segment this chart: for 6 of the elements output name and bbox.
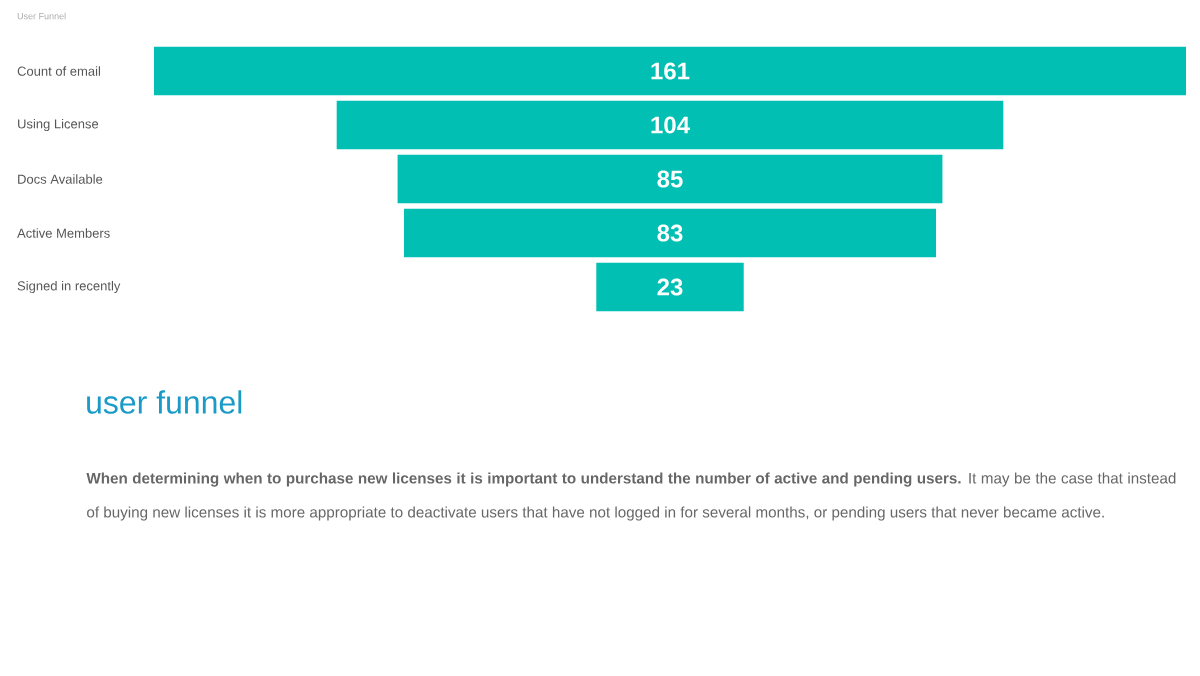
text: user funnel: [87, 390, 242, 414]
data-label: 23: [657, 278, 683, 296]
data-label: 161: [651, 62, 690, 80]
data-label: 85: [657, 170, 683, 188]
data-label: 83: [657, 224, 683, 242]
data-label: 104: [651, 116, 690, 134]
